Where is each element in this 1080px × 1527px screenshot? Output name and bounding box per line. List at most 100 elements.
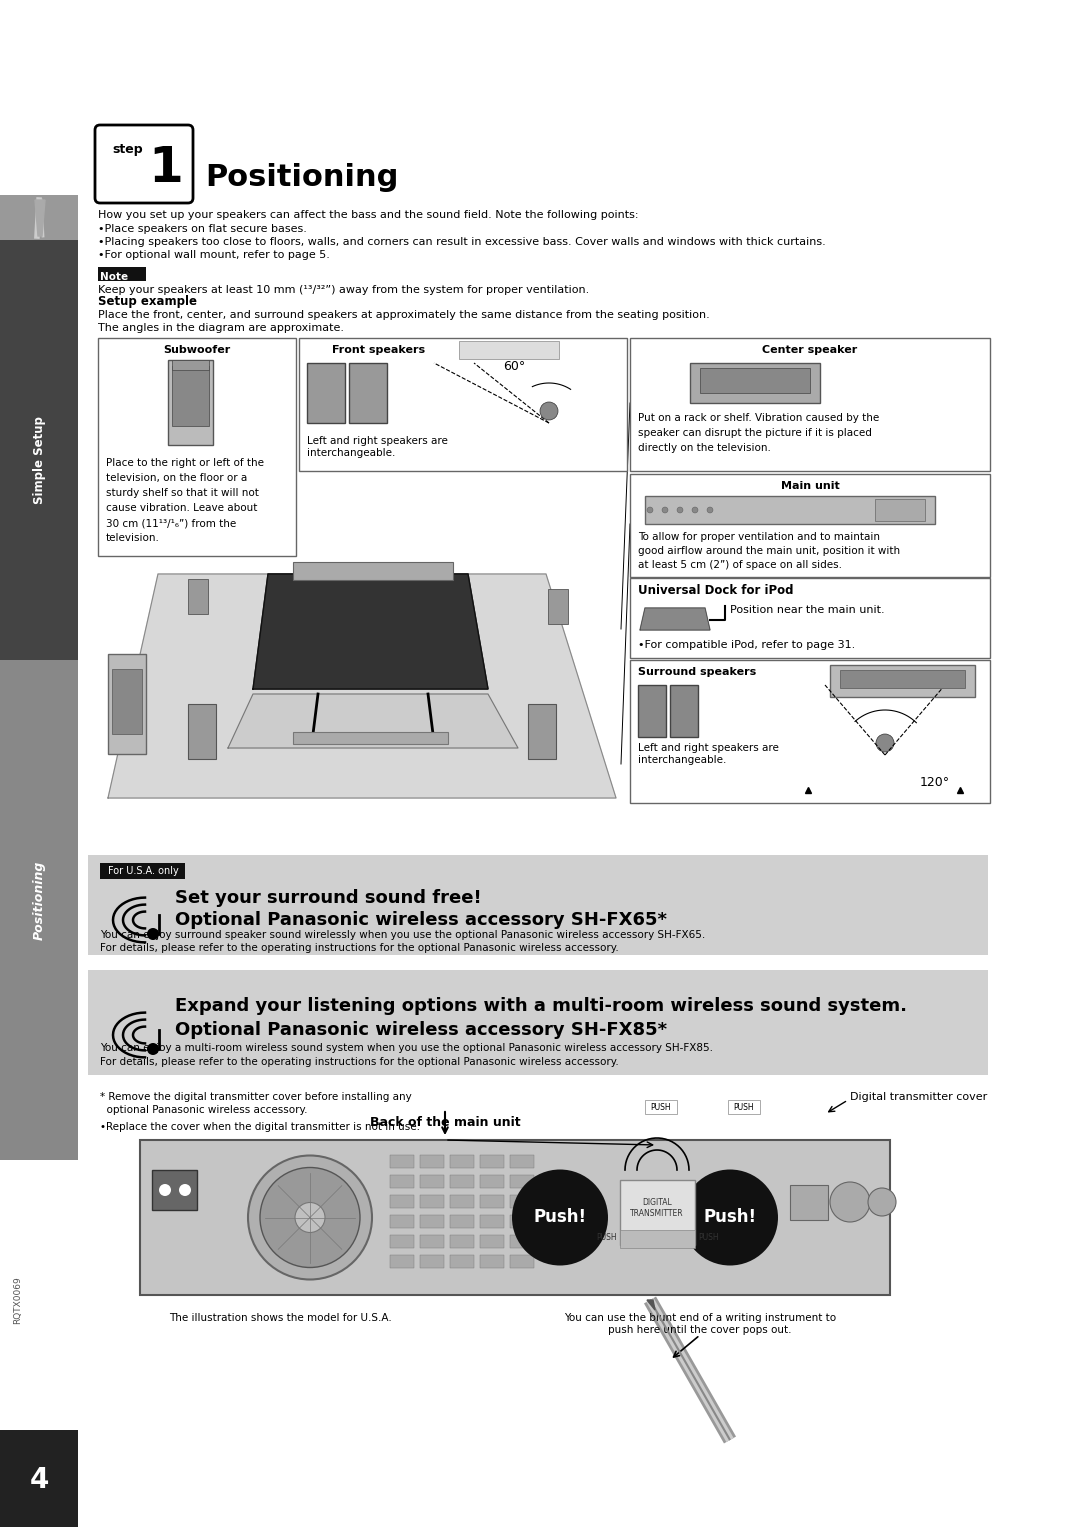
Text: •Placing speakers too close to floors, walls, and corners can result in excessiv: •Placing speakers too close to floors, w… [98, 237, 826, 247]
Text: at least 5 cm (2”) of space on all sides.: at least 5 cm (2”) of space on all sides… [638, 560, 842, 570]
Bar [630, 579, 990, 658]
Text: Back of the main unit: Back of the main unit [369, 1116, 521, 1128]
Bar [450, 1174, 474, 1188]
Bar [620, 1231, 696, 1248]
Bar [831, 664, 975, 696]
Bar [420, 1255, 444, 1267]
Text: DIGITAL
TRANSMITTER: DIGITAL TRANSMITTER [631, 1199, 684, 1217]
Bar [510, 1235, 534, 1248]
Text: For details, please refer to the operating instructions for the optional Panason: For details, please refer to the operati… [100, 1057, 619, 1067]
Bar [188, 579, 208, 614]
Bar [480, 1235, 504, 1248]
Bar [510, 1154, 534, 1168]
Bar [168, 360, 213, 444]
Text: Digital transmitter cover: Digital transmitter cover [850, 1092, 987, 1102]
Text: good airflow around the main unit, position it with: good airflow around the main unit, posit… [638, 547, 900, 556]
Circle shape [147, 928, 159, 941]
Text: directly on the television.: directly on the television. [638, 443, 771, 454]
Bar [450, 1255, 474, 1267]
Bar [789, 1185, 828, 1220]
Bar [480, 1174, 504, 1188]
Bar [390, 1255, 414, 1267]
Text: The illustration shows the model for U.S.A.: The illustration shows the model for U.S… [168, 1313, 391, 1322]
Text: •For optional wall mount, refer to page 5.: •For optional wall mount, refer to page … [98, 250, 329, 260]
Bar [98, 267, 146, 281]
Bar [875, 499, 924, 521]
Text: Left and right speakers are
interchangeable.: Left and right speakers are interchangea… [638, 744, 779, 765]
Text: 120°: 120° [920, 776, 950, 788]
Bar [450, 1154, 474, 1168]
Text: Expand your listening options with a multi-room wireless sound system.: Expand your listening options with a mul… [175, 997, 907, 1015]
Bar [700, 368, 810, 392]
Text: Main unit: Main unit [781, 481, 839, 492]
Bar [188, 704, 216, 759]
Bar [510, 1255, 534, 1267]
Text: Subwoofer: Subwoofer [163, 345, 231, 354]
Bar [620, 1180, 696, 1245]
Circle shape [707, 507, 713, 513]
Text: You can enjoy surround speaker sound wirelessly when you use the optional Panaso: You can enjoy surround speaker sound wir… [100, 930, 705, 941]
Text: Surround speakers: Surround speakers [638, 667, 756, 676]
Bar [420, 1215, 444, 1228]
Text: PUSH: PUSH [733, 1102, 754, 1112]
Bar [459, 341, 559, 359]
Bar [0, 195, 78, 244]
Bar [349, 363, 387, 423]
Bar [172, 360, 210, 370]
Bar [840, 670, 966, 689]
Bar [0, 240, 78, 660]
Bar [670, 686, 698, 738]
Text: •For compatible iPod, refer to page 31.: •For compatible iPod, refer to page 31. [638, 640, 855, 651]
Bar [420, 1196, 444, 1208]
Bar [548, 589, 568, 625]
Text: 4: 4 [29, 1466, 49, 1493]
Circle shape [647, 507, 653, 513]
FancyBboxPatch shape [95, 125, 193, 203]
Circle shape [260, 1168, 360, 1267]
Text: Push!: Push! [534, 1208, 586, 1226]
Bar [0, 195, 78, 695]
Text: Left and right speakers are
interchangeable.: Left and right speakers are interchangea… [307, 437, 448, 458]
Text: 60°: 60° [503, 359, 525, 373]
Text: television, on the floor or a: television, on the floor or a [106, 473, 247, 483]
Circle shape [692, 507, 698, 513]
Text: Optional Panasonic wireless accessory SH-FX85*: Optional Panasonic wireless accessory SH… [175, 1022, 667, 1038]
Text: You can use the blunt end of a writing instrument to
push here until the cover p: You can use the blunt end of a writing i… [564, 1313, 836, 1335]
Text: Positioning: Positioning [32, 860, 45, 939]
Bar [0, 1429, 78, 1527]
Bar [0, 240, 78, 660]
Text: RQTX0069: RQTX0069 [13, 1277, 23, 1324]
Text: PUSH: PUSH [596, 1234, 617, 1243]
Bar [528, 704, 556, 759]
Bar [510, 1215, 534, 1228]
Bar [645, 496, 935, 524]
Bar [293, 731, 448, 744]
Bar [108, 654, 146, 754]
Text: Position near the main unit.: Position near the main unit. [730, 605, 885, 615]
Text: Simple Setup: Simple Setup [32, 415, 45, 504]
Bar [510, 1196, 534, 1208]
Bar [152, 1170, 197, 1209]
Bar [690, 363, 820, 403]
Text: cause vibration. Leave about: cause vibration. Leave about [106, 502, 257, 513]
Text: Setup example: Setup example [98, 295, 197, 308]
Text: Keep your speakers at least 10 mm (¹³/³²”) away from the system for proper venti: Keep your speakers at least 10 mm (¹³/³²… [98, 286, 590, 295]
Circle shape [681, 1170, 778, 1266]
Text: •Place speakers on flat secure bases.: •Place speakers on flat secure bases. [98, 224, 307, 234]
Circle shape [147, 1043, 159, 1055]
Bar [480, 1215, 504, 1228]
Text: PUSH: PUSH [650, 1102, 672, 1112]
Bar [98, 337, 296, 556]
Text: Positioning: Positioning [205, 163, 399, 192]
Bar [630, 337, 990, 470]
Bar [728, 1099, 760, 1115]
Bar [390, 1215, 414, 1228]
Text: Set your surround sound free!: Set your surround sound free! [175, 889, 482, 907]
Text: For details, please refer to the operating instructions for the optional Panason: For details, please refer to the operati… [100, 944, 619, 953]
Text: speaker can disrupt the picture if it is placed: speaker can disrupt the picture if it is… [638, 428, 872, 438]
Text: The angles in the diagram are approximate.: The angles in the diagram are approximat… [98, 324, 345, 333]
Bar [0, 660, 78, 1161]
Text: To allow for proper ventilation and to maintain: To allow for proper ventilation and to m… [638, 531, 880, 542]
Bar [450, 1235, 474, 1248]
Polygon shape [647, 1299, 654, 1310]
